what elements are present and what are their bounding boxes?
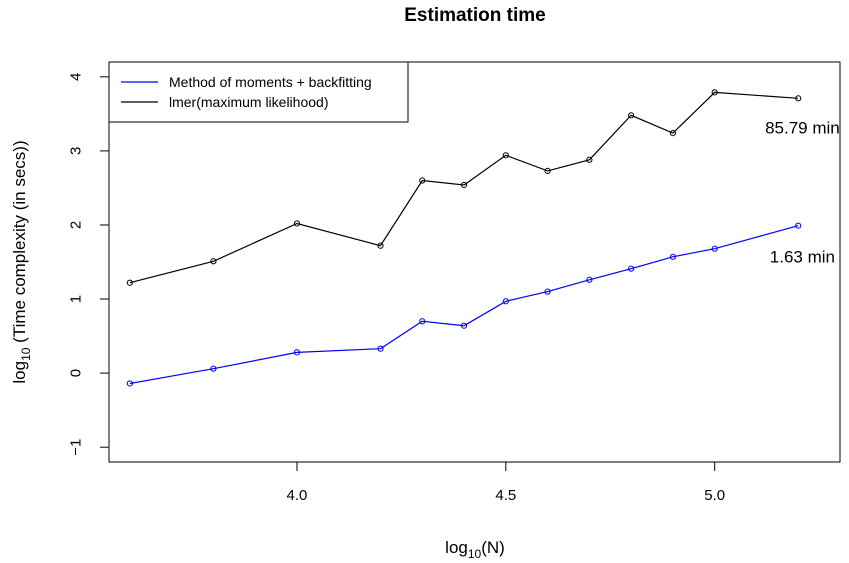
data-point-lmer (126, 279, 133, 286)
data-point-method-of-moments (126, 380, 133, 387)
data-point-method-of-moments (460, 322, 468, 329)
data-point-method-of-moments (628, 265, 635, 272)
y-axis: −1 0 1 2 3 4 (68, 73, 110, 456)
series-line-lmer (129, 91, 799, 284)
data-point-method-of-moments (711, 245, 718, 252)
x-tick-label: 4.5 (495, 487, 516, 504)
y-tick-label: 4 (68, 73, 85, 81)
data-point-lmer (586, 156, 593, 163)
annotation-label: 85.79 min (765, 118, 840, 137)
x-tick-label: 4.0 (287, 487, 308, 504)
legend-box (108, 61, 409, 123)
legend: Method of moments + backfitting lmer(max… (108, 61, 409, 123)
data-point-lmer (669, 130, 677, 137)
data-point-method-of-moments (377, 345, 384, 352)
data-point-lmer (460, 181, 468, 189)
data-point-method-of-moments (419, 318, 426, 325)
data-point-lmer (544, 167, 551, 174)
legend-label-lmer: lmer(maximum likelihood) (169, 94, 328, 110)
data-point-method-of-moments (502, 298, 509, 305)
data-point-lmer (210, 258, 217, 265)
series-line-method-of-moments (129, 225, 799, 385)
data-point-lmer (628, 112, 635, 119)
data-point-method-of-moments (293, 349, 301, 356)
y-axis-label: log10 (Time complexity (in secs)) (10, 140, 33, 383)
y-tick-label: 0 (68, 369, 85, 377)
x-axis-label: log10(N) (445, 538, 505, 561)
annotation-label: 1.63 min (770, 247, 835, 266)
chart-title: Estimation time (404, 5, 545, 26)
data-point-method-of-moments (669, 253, 677, 260)
data-point-lmer (502, 152, 509, 159)
data-point-lmer (293, 220, 301, 227)
y-tick-label: 3 (68, 147, 85, 155)
annotation-layer: 85.79 min 1.63 min (765, 118, 840, 266)
series-layer (126, 89, 802, 387)
y-tick-label: 2 (68, 221, 85, 229)
data-point-method-of-moments (795, 222, 802, 229)
data-point-method-of-moments (544, 288, 551, 295)
data-point-method-of-moments (586, 276, 593, 283)
data-point-lmer (711, 89, 718, 96)
x-axis: 4.0 4.5 5.0 (287, 461, 725, 504)
data-point-method-of-moments (210, 365, 217, 372)
y-tick-label: 1 (68, 295, 85, 303)
data-point-lmer (795, 95, 802, 102)
y-tick-label: −1 (68, 439, 85, 456)
legend-label-method-of-moments: Method of moments + backfitting (169, 74, 372, 90)
data-point-lmer (377, 242, 384, 249)
x-tick-label: 5.0 (704, 487, 725, 504)
data-point-lmer (419, 177, 426, 184)
